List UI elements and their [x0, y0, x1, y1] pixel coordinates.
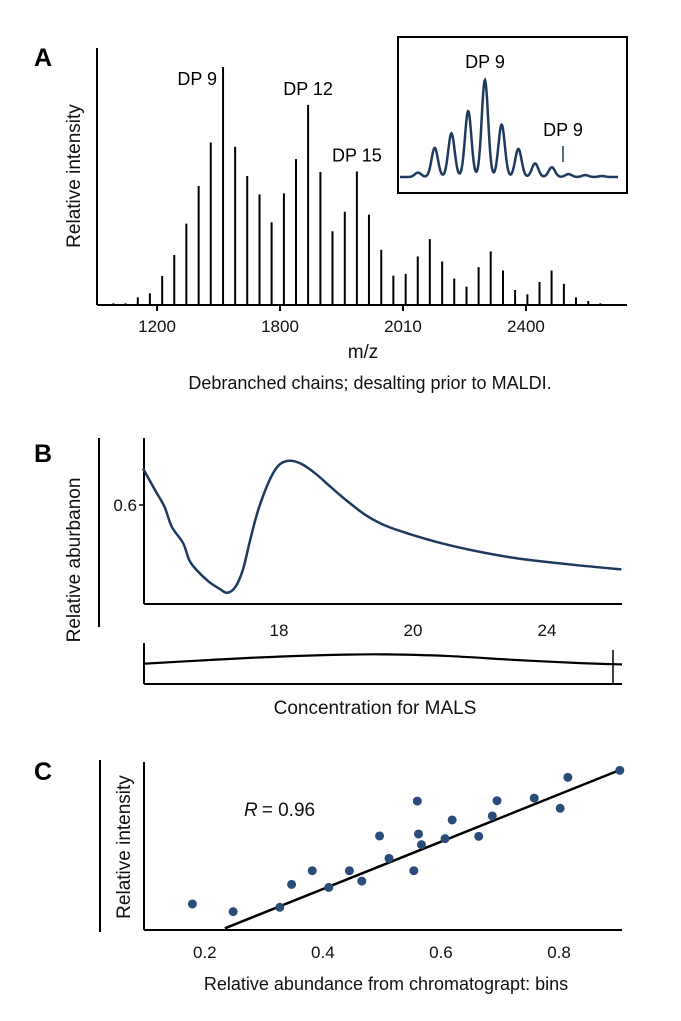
- data-point: [228, 907, 238, 917]
- data-point: [409, 866, 419, 876]
- data-point: [412, 796, 422, 806]
- y-tick-label: 0.6: [113, 496, 137, 515]
- data-point: [529, 793, 539, 803]
- trace-b: [141, 459, 622, 595]
- data-point: [384, 853, 394, 863]
- x-axis-title-c: Relative abundance from chromatograpt: b…: [204, 974, 568, 994]
- inset-label-2: DP 9: [543, 120, 583, 140]
- x-tick-label: 24: [538, 621, 557, 640]
- panel-b: B 18 20 24 0.6 Relative aburbanon Concentra…: [34, 438, 623, 719]
- data-point: [414, 829, 424, 839]
- data-point: [555, 803, 565, 813]
- data-point: [474, 831, 484, 841]
- panel-label-c: C: [34, 758, 52, 786]
- r-annotation: R = 0.96: [244, 800, 315, 821]
- ticks-b: 18 20 24 0.6: [113, 496, 556, 640]
- data-point: [287, 879, 297, 889]
- x-tick-label: 0.2: [193, 943, 217, 962]
- x-ticks-a: 1200 1800 2010 2400: [138, 305, 545, 336]
- points-c: [187, 765, 625, 917]
- data-point: [492, 796, 502, 806]
- x-tick-label: 2400: [507, 317, 545, 336]
- x-tick-label: 1200: [138, 317, 176, 336]
- peak-label: DP 15: [332, 146, 382, 166]
- data-point: [344, 866, 354, 876]
- x-tick-label: 20: [404, 621, 423, 640]
- data-point: [187, 899, 197, 909]
- data-point: [307, 866, 317, 876]
- data-point: [324, 882, 334, 892]
- x-tick-label: 0.8: [547, 943, 571, 962]
- bars-a: [112, 67, 614, 305]
- x-ticks-c: 0.2 0.4 0.6 0.8: [193, 943, 571, 962]
- peak-label: DP 12: [283, 79, 333, 99]
- data-point: [615, 765, 625, 775]
- x-tick-label: 0.4: [311, 943, 335, 962]
- sub-trace-b: [142, 653, 623, 666]
- inset-a: DP 9 DP 9: [397, 36, 628, 194]
- x-axis-title-a: m/z: [348, 342, 379, 363]
- caption-a: Debranched chains; desalting prior to MA…: [188, 373, 551, 393]
- data-point: [440, 834, 450, 844]
- panel-label-a: A: [34, 44, 52, 72]
- panel-label-b: B: [34, 440, 52, 468]
- data-point: [487, 811, 497, 821]
- inset-trace: [400, 77, 618, 179]
- data-point: [375, 831, 385, 841]
- r-symbol: R: [244, 800, 258, 821]
- panel-c: C 0.2 0.4 0.6 0.8 R = 0.96 Relative intensit…: [34, 758, 625, 994]
- panel-a: A 1200 1800 2010 2400 DP 9 DP 12 DP 15 Relati…: [34, 36, 628, 393]
- data-point: [275, 902, 285, 912]
- x-tick-label: 1800: [261, 317, 299, 336]
- annotations-a: DP 9 DP 12 DP 15: [177, 69, 381, 165]
- y-axis-title-c: Relative intensity: [114, 775, 135, 919]
- data-point: [357, 876, 367, 886]
- x-axis-title-b: Concentration for MALS: [274, 698, 477, 719]
- r-value: = 0.96: [262, 800, 315, 821]
- x-tick-label: 2010: [384, 317, 422, 336]
- y-axis-title-a: Relative intensity: [64, 104, 85, 248]
- data-point: [563, 772, 573, 782]
- fit-line-c: [224, 768, 621, 930]
- peak-label: DP 9: [177, 69, 217, 89]
- inset-label-1: DP 9: [465, 52, 505, 72]
- y-axis-title-b: Relative aburbanon: [64, 478, 85, 643]
- data-point: [447, 815, 457, 825]
- data-point: [416, 840, 426, 850]
- x-tick-label: 0.6: [429, 943, 453, 962]
- x-tick-label: 18: [270, 621, 289, 640]
